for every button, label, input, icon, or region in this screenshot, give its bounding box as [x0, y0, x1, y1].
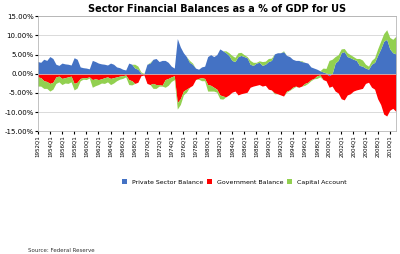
- Text: Source: Federal Reserve: Source: Federal Reserve: [28, 248, 95, 253]
- Title: Sector Financial Balances as a % of GDP for US: Sector Financial Balances as a % of GDP …: [88, 4, 346, 14]
- Legend: Private Sector Balance, Government Balance, Capital Account: Private Sector Balance, Government Balan…: [121, 178, 348, 186]
